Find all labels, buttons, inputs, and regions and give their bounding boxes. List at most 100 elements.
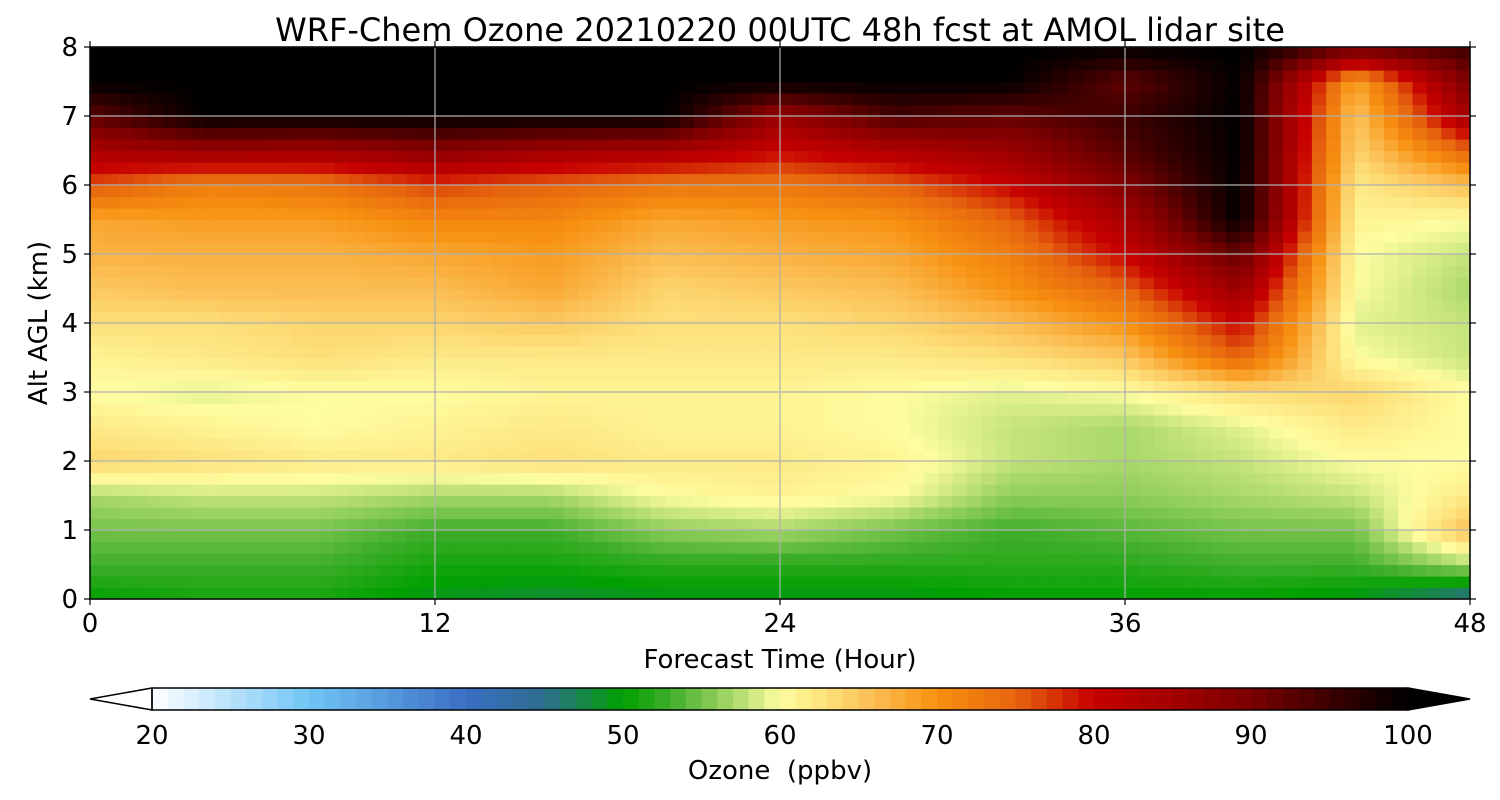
heatmap-cell	[866, 415, 882, 428]
heatmap-cell	[550, 541, 565, 554]
heatmap-cell	[808, 323, 824, 336]
heatmap-cell	[593, 231, 609, 244]
heatmap-cell	[104, 426, 120, 439]
heatmap-cell	[377, 392, 393, 405]
heatmap-cell	[161, 426, 177, 439]
heatmap-cell	[90, 47, 105, 60]
heatmap-cell	[406, 311, 422, 324]
heatmap-cell	[607, 346, 623, 359]
heatmap-cell	[1268, 346, 1284, 359]
heatmap-cell	[665, 346, 680, 359]
heatmap-cell	[147, 415, 163, 428]
heatmap-cell	[161, 162, 177, 175]
heatmap-cell	[363, 104, 379, 117]
heatmap-cell	[435, 58, 450, 71]
heatmap-cell	[104, 116, 120, 129]
heatmap-cell	[363, 116, 379, 129]
heatmap-cell	[909, 564, 925, 577]
heatmap-cell	[463, 185, 479, 198]
heatmap-cell	[391, 70, 407, 83]
heatmap-cell	[1340, 70, 1356, 83]
heatmap-cell	[1053, 288, 1069, 301]
heatmap-cell	[205, 265, 220, 278]
heatmap-cell	[1426, 369, 1442, 382]
heatmap-cell	[1110, 380, 1126, 393]
heatmap-cell	[909, 58, 925, 71]
heatmap-cell	[1067, 449, 1083, 462]
heatmap-cell	[1110, 495, 1126, 508]
heatmap-cell	[291, 587, 307, 600]
heatmap-cell	[808, 472, 824, 485]
heatmap-cell	[1297, 449, 1313, 462]
heatmap-cell	[751, 208, 767, 221]
heatmap-cell	[938, 403, 954, 416]
heatmap-cell	[406, 265, 422, 278]
heatmap-cell	[233, 81, 249, 94]
heatmap-cell	[1196, 438, 1212, 451]
heatmap-cell	[981, 185, 997, 198]
heatmap-cell	[823, 265, 839, 278]
heatmap-cell	[420, 208, 436, 221]
heatmap-cell	[420, 162, 436, 175]
heatmap-cell	[1455, 173, 1471, 186]
heatmap-cell	[1268, 564, 1284, 577]
heatmap-cell	[506, 507, 522, 520]
heatmap-cell	[118, 541, 134, 554]
heatmap-cell	[348, 415, 364, 428]
heatmap-cell	[190, 277, 206, 290]
heatmap-cell	[391, 518, 407, 531]
heatmap-cell	[564, 541, 580, 554]
heatmap-cell	[535, 219, 551, 232]
heatmap-cell	[1283, 265, 1299, 278]
heatmap-cell	[1139, 288, 1155, 301]
heatmap-cell	[248, 403, 264, 416]
heatmap-cell	[866, 426, 882, 439]
heatmap-cell	[1125, 265, 1140, 278]
heatmap-cell	[621, 185, 637, 198]
heatmap-cell	[1153, 449, 1169, 462]
heatmap-cell	[1441, 116, 1457, 129]
heatmap-cell	[147, 380, 163, 393]
heatmap-cell	[219, 507, 235, 520]
heatmap-cell	[909, 587, 925, 600]
heatmap-cell	[966, 530, 982, 543]
heatmap-cell	[823, 461, 839, 474]
heatmap-cell	[693, 277, 709, 290]
heatmap-cell	[751, 357, 767, 370]
heatmap-cell	[1153, 231, 1169, 244]
heatmap-cell	[463, 564, 479, 577]
heatmap-cell	[521, 380, 537, 393]
heatmap-cell	[938, 369, 954, 382]
heatmap-cell	[1182, 70, 1198, 83]
heatmap-cell	[593, 70, 609, 83]
heatmap-cell	[1168, 196, 1184, 209]
heatmap-cell	[233, 139, 249, 152]
heatmap-cell	[564, 47, 580, 60]
heatmap-cell	[521, 254, 537, 267]
heatmap-cell	[823, 357, 839, 370]
heatmap-cell	[909, 426, 925, 439]
heatmap-cell	[1311, 311, 1327, 324]
heatmap-cell	[1010, 127, 1025, 140]
heatmap-cell	[837, 518, 853, 531]
heatmap-cell	[463, 472, 479, 485]
heatmap-cell	[320, 426, 335, 439]
heatmap-cell	[348, 530, 364, 543]
heatmap-cell	[981, 242, 997, 255]
heatmap-cell	[1297, 392, 1313, 405]
heatmap-cell	[535, 518, 551, 531]
heatmap-cell	[550, 357, 565, 370]
heatmap-cell	[1125, 495, 1140, 508]
heatmap-cell	[851, 576, 867, 589]
heatmap-cell	[823, 323, 839, 336]
heatmap-cell	[923, 300, 939, 313]
heatmap-cell	[334, 449, 350, 462]
heatmap-cell	[291, 208, 307, 221]
heatmap-cell	[550, 127, 565, 140]
heatmap-cell	[1340, 357, 1356, 370]
heatmap-cell	[995, 518, 1011, 531]
heatmap-cell	[1455, 93, 1471, 106]
heatmap-cell	[363, 403, 379, 416]
heatmap-cell	[1168, 564, 1184, 577]
